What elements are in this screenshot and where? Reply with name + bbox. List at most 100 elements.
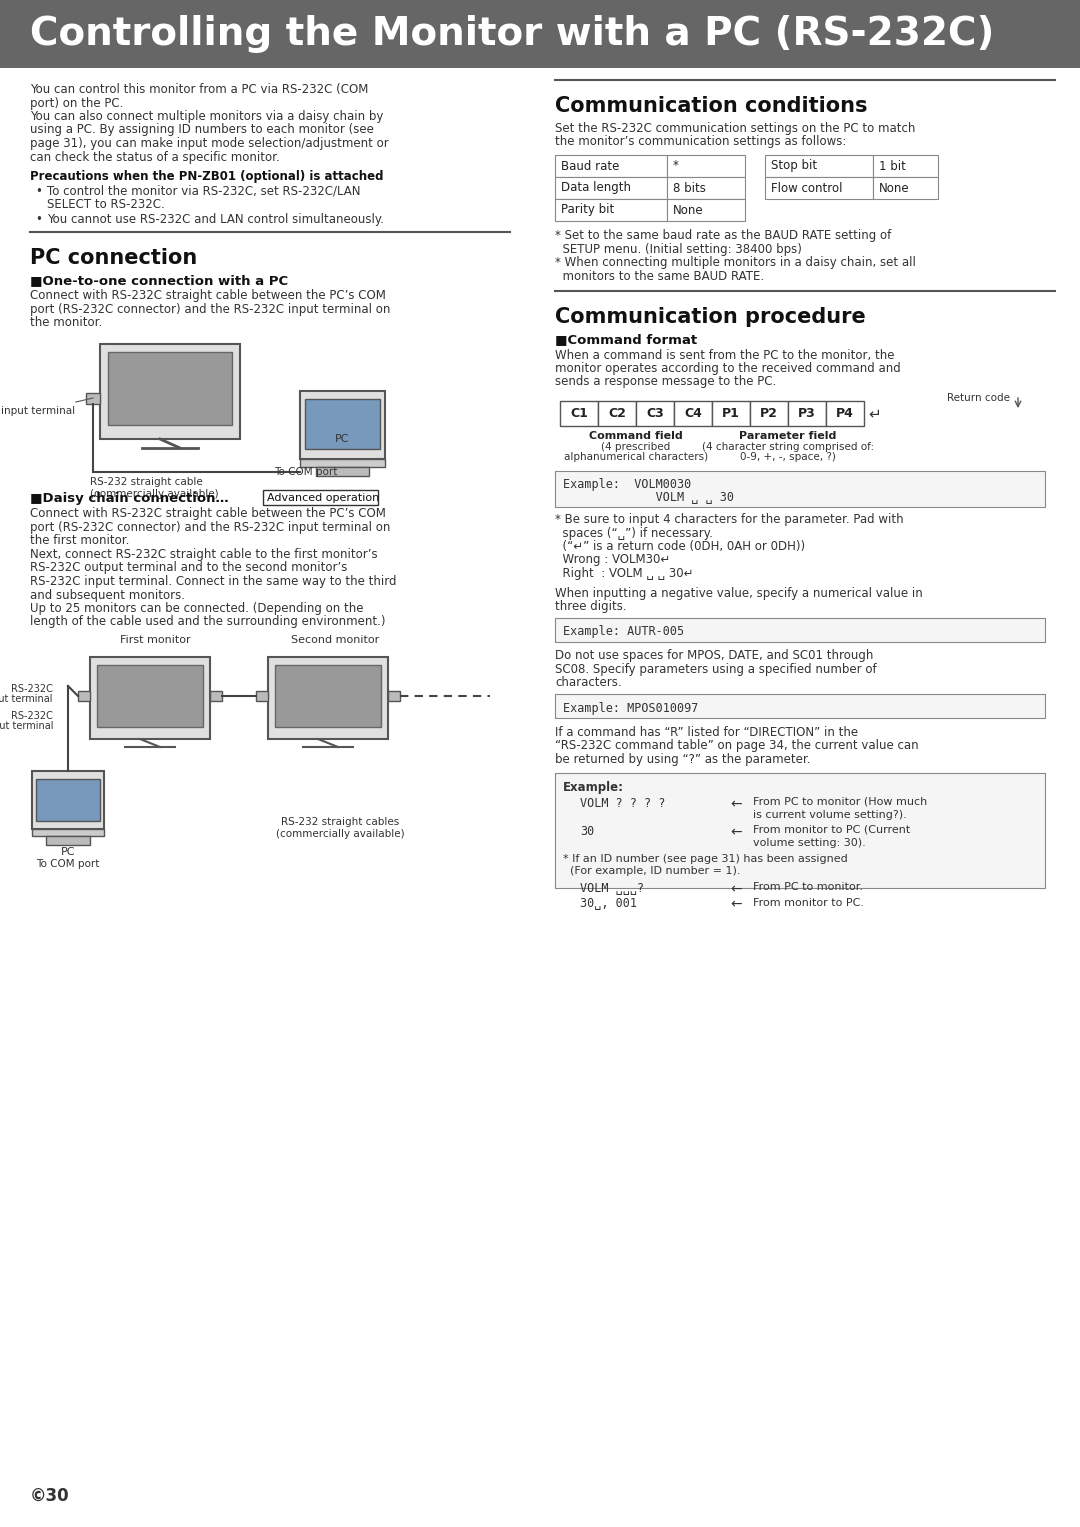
Text: RS-232C output terminal and to the second monitor’s: RS-232C output terminal and to the secon… [30, 562, 348, 574]
Bar [46, 835, 90, 844]
Text: P1: P1 [723, 408, 740, 420]
Text: C1: C1 [570, 408, 588, 420]
Text: SC08. Specify parameters using a specified number of: SC08. Specify parameters using a specifi… [555, 663, 877, 676]
Text: Controlling the Monitor with a PC (RS-232C): Controlling the Monitor with a PC (RS-23… [30, 15, 995, 53]
Text: Parity bit: Parity bit [561, 203, 615, 217]
Text: 30␣, 001: 30␣, 001 [580, 898, 637, 910]
Text: You cannot use RS-232C and LAN control simultaneously.: You cannot use RS-232C and LAN control s… [48, 214, 384, 226]
Bar [108, 353, 232, 425]
Text: Example:  VOLM0030: Example: VOLM0030 [563, 478, 691, 492]
Text: port (RS-232C connector) and the RS-232C input terminal on: port (RS-232C connector) and the RS-232C… [30, 521, 390, 534]
Text: C2: C2 [608, 408, 626, 420]
Text: Flow control: Flow control [771, 182, 842, 194]
Text: C4: C4 [684, 408, 702, 420]
Text: volume setting: 30).: volume setting: 30). [753, 837, 866, 847]
Bar [636, 402, 674, 426]
Text: Advanced operation: Advanced operation [267, 493, 379, 502]
Text: P3: P3 [798, 408, 815, 420]
Text: * Set to the same baud rate as the BAUD RATE setting of: * Set to the same baud rate as the BAUD … [555, 229, 891, 241]
Text: 1 bit: 1 bit [879, 159, 906, 173]
Text: (4 prescribed: (4 prescribed [602, 441, 671, 452]
Bar [667, 199, 745, 221]
Text: •: • [35, 185, 42, 197]
Text: ←: ← [730, 883, 742, 896]
Text: three digits.: three digits. [555, 600, 626, 612]
Bar [97, 664, 203, 727]
Bar [275, 664, 381, 727]
Bar [555, 470, 1045, 507]
Text: * When connecting multiple monitors in a daisy chain, set all: * When connecting multiple monitors in a… [555, 257, 916, 269]
Text: RS-232 straight cable
(commercially available): RS-232 straight cable (commercially avai… [90, 476, 218, 499]
Text: be returned by using “?” as the parameter.: be returned by using “?” as the paramete… [555, 753, 810, 767]
Text: ©30: ©30 [30, 1487, 69, 1506]
Text: Connect with RS-232C straight cable between the PC’s COM: Connect with RS-232C straight cable betw… [30, 507, 386, 521]
Text: Next, connect RS-232C straight cable to the first monitor’s: Next, connect RS-232C straight cable to … [30, 548, 378, 560]
Bar [316, 467, 369, 476]
Text: input terminal: input terminal [0, 721, 53, 731]
Bar [873, 177, 939, 199]
Text: ■Command format: ■Command format [555, 333, 697, 347]
Text: and subsequent monitors.: and subsequent monitors. [30, 588, 185, 602]
Text: alphanumerical characters): alphanumerical characters) [564, 452, 708, 463]
Text: If a command has “R” listed for “DIRECTION” in the: If a command has “R” listed for “DIRECTI… [555, 725, 859, 739]
Text: ←: ← [730, 797, 742, 811]
Bar [750, 402, 788, 426]
Bar [305, 399, 380, 449]
Bar [90, 657, 210, 739]
Text: None: None [879, 182, 909, 194]
Text: “RS-232C command table” on page 34, the current value can: “RS-232C command table” on page 34, the … [555, 739, 919, 753]
Bar [78, 692, 90, 701]
Text: When inputting a negative value, specify a numerical value in: When inputting a negative value, specify… [555, 586, 922, 600]
Text: * If an ID number (see page 31) has been assigned: * If an ID number (see page 31) has been… [563, 854, 848, 864]
Text: P2: P2 [760, 408, 778, 420]
Bar [555, 199, 667, 221]
Bar [788, 402, 826, 426]
Bar [555, 617, 1045, 641]
Bar [100, 344, 240, 438]
Bar [32, 771, 104, 829]
Text: 8 bits: 8 bits [673, 182, 706, 194]
Text: RS-232C input terminal: RS-232C input terminal [0, 406, 75, 415]
Text: Communication procedure: Communication procedure [555, 307, 866, 327]
Text: the first monitor.: the first monitor. [30, 534, 130, 548]
Bar [561, 402, 598, 426]
Text: PC connection: PC connection [30, 247, 198, 269]
Bar [300, 460, 384, 467]
Text: characters.: characters. [555, 676, 622, 690]
Bar [826, 402, 864, 426]
Text: ←: ← [730, 898, 742, 912]
Bar [712, 402, 750, 426]
Text: RS-232C: RS-232C [11, 712, 53, 721]
Text: Data length: Data length [561, 182, 631, 194]
Bar [674, 402, 712, 426]
Bar [256, 692, 268, 701]
Bar [765, 177, 873, 199]
Text: can check the status of a specific monitor.: can check the status of a specific monit… [30, 151, 280, 163]
Text: ■One-to-one connection with a PC: ■One-to-one connection with a PC [30, 273, 288, 287]
Text: Wrong : VOLM30↵: Wrong : VOLM30↵ [555, 553, 671, 567]
Text: PC: PC [335, 434, 350, 444]
Text: P4: P4 [836, 408, 854, 420]
Text: From monitor to PC (Current: From monitor to PC (Current [753, 825, 910, 835]
Text: Example: MPOS010097: Example: MPOS010097 [563, 702, 699, 715]
Text: Parameter field: Parameter field [740, 431, 837, 441]
Text: 0-9, +, -, space, ?): 0-9, +, -, space, ?) [740, 452, 836, 463]
Bar [86, 392, 100, 405]
Text: (For example, ID number = 1).: (For example, ID number = 1). [563, 866, 741, 876]
Text: (4 character string comprised of:: (4 character string comprised of: [702, 441, 874, 452]
Text: sends a response message to the PC.: sends a response message to the PC. [555, 376, 777, 388]
Text: monitors to the same BAUD RATE.: monitors to the same BAUD RATE. [555, 269, 765, 282]
Bar [210, 692, 222, 701]
Text: ↵: ↵ [868, 406, 881, 421]
Text: the monitor.: the monitor. [30, 316, 103, 330]
Text: Second monitor: Second monitor [291, 635, 379, 644]
Text: When a command is sent from the PC to the monitor, the: When a command is sent from the PC to th… [555, 348, 894, 362]
Text: From monitor to PC.: From monitor to PC. [753, 898, 864, 907]
Text: ←: ← [730, 825, 742, 838]
Bar [0, 0, 1080, 69]
Text: To control the monitor via RS-232C, set RS-232C/LAN: To control the monitor via RS-232C, set … [48, 185, 361, 197]
Text: Do not use spaces for MPOS, DATE, and SC01 through: Do not use spaces for MPOS, DATE, and SC… [555, 649, 874, 663]
Text: From PC to monitor (How much: From PC to monitor (How much [753, 797, 928, 806]
Text: monitor operates according to the received command and: monitor operates according to the receiv… [555, 362, 901, 376]
Bar [555, 693, 1045, 718]
